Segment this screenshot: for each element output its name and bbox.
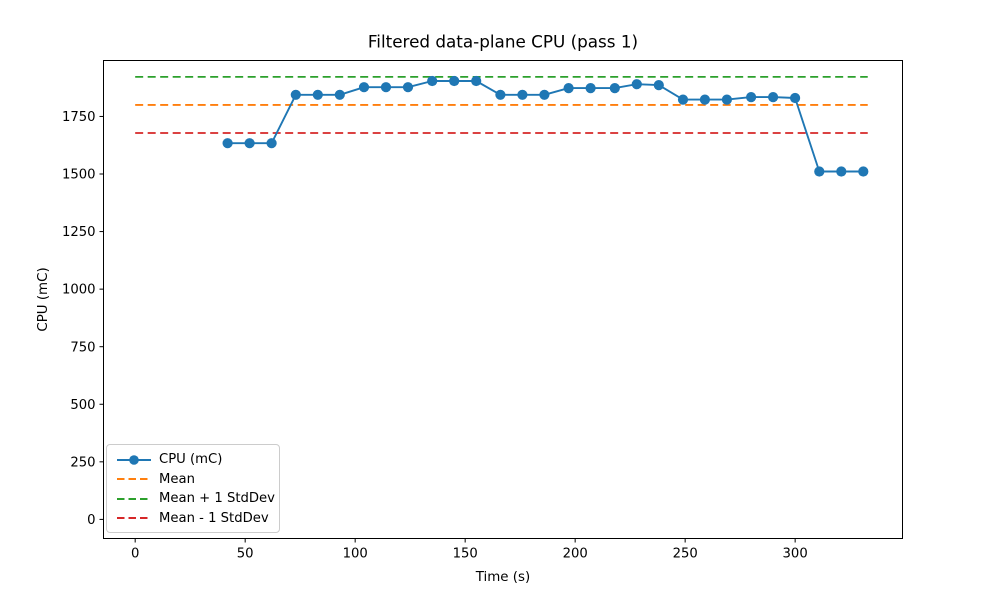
- legend-sample-dashed-line: [117, 517, 151, 520]
- cpu-data-point: [539, 89, 550, 100]
- cpu-data-point: [427, 75, 438, 87]
- cpu-data-point: [858, 166, 869, 177]
- y-tick-label: 0: [87, 513, 95, 528]
- cpu-data-point: [380, 82, 392, 93]
- cpu-data-point: [290, 89, 301, 100]
- legend-sample-dashed-line: [117, 478, 151, 481]
- legend: CPU (mC) Mean Mean + 1 StdDev Mean - 1 StdD…: [106, 444, 280, 533]
- cpu-data-point: [768, 92, 779, 103]
- legend-label: CPU (mC): [159, 452, 223, 468]
- legend-sample-line-marker: [117, 454, 151, 465]
- cpu-data-point: [836, 166, 847, 177]
- legend-item: Mean - 1 StdDev: [116, 509, 271, 529]
- y-tick-label: 1250: [62, 225, 96, 240]
- cpu-data-point: [358, 82, 370, 93]
- cpu-data-point: [609, 83, 620, 94]
- cpu-data-point: [312, 89, 323, 100]
- x-tick-label: 0: [131, 547, 139, 562]
- reference-lines-layer: [135, 75, 868, 134]
- chart-title: Filtered data-plane CPU (pass 1): [368, 32, 638, 52]
- y-tick-label: 250: [70, 455, 95, 470]
- cpu-data-point: [449, 75, 460, 87]
- cpu-data-point: [495, 89, 506, 100]
- y-axis-label: CPU (mC): [36, 267, 51, 331]
- cpu-data-point: [631, 79, 642, 90]
- cpu-data-point: [653, 80, 664, 91]
- plot-spines: [103, 60, 903, 539]
- cpu-data-point: [814, 166, 825, 177]
- series-layer: [222, 75, 869, 177]
- y-tick-label: 500: [70, 398, 95, 413]
- legend-label: Mean - 1 StdDev: [159, 510, 269, 526]
- cpu-data-point: [402, 82, 414, 93]
- x-tick-label: 150: [453, 547, 478, 562]
- legend-item: CPU (mC): [116, 450, 271, 470]
- legend-label: Mean: [159, 471, 195, 487]
- legend-sample-dashed-line: [117, 497, 151, 500]
- cpu-data-point: [244, 138, 255, 149]
- cpu-data-point: [334, 89, 345, 100]
- cpu-data-point: [266, 138, 277, 149]
- legend-item: Mean: [116, 470, 271, 490]
- x-tick-label: 200: [563, 547, 588, 562]
- cpu-data-point: [222, 138, 233, 149]
- x-axis-label: Time (s): [475, 570, 530, 585]
- cpu-data-point: [677, 94, 689, 105]
- cpu-data-point: [585, 83, 596, 94]
- cpu-data-point: [721, 94, 733, 105]
- y-tick-label: 750: [70, 340, 95, 355]
- cpu-data-point: [517, 89, 528, 100]
- x-tick-label: 250: [673, 547, 698, 562]
- axes-layer: 0 50 100 150 200 250 300 0 250 500 750 1000 1250 1500…: [62, 60, 903, 562]
- y-tick-label: 1500: [62, 168, 96, 183]
- cpu-data-point: [563, 83, 574, 94]
- legend-label: Mean + 1 StdDev: [159, 491, 275, 507]
- cpu-data-point: [699, 94, 711, 105]
- x-tick-label: 300: [783, 547, 808, 562]
- y-tick-label: 1750: [62, 110, 96, 125]
- cpu-data-point: [746, 92, 757, 103]
- legend-item: Mean + 1 StdDev: [116, 489, 275, 509]
- x-tick-label: 50: [237, 547, 254, 562]
- y-tick-label: 1000: [62, 283, 96, 298]
- cpu-data-point: [790, 92, 801, 104]
- cpu-data-point: [471, 75, 482, 87]
- x-tick-label: 100: [343, 547, 368, 562]
